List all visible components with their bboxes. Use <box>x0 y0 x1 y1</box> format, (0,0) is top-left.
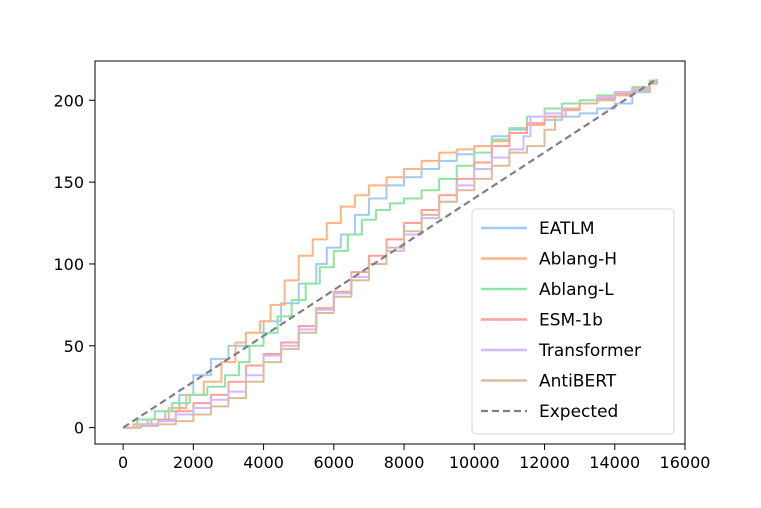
y-tick-label: 100 <box>53 255 84 274</box>
y-tick-label: 150 <box>53 173 84 192</box>
x-tick-label: 2000 <box>173 453 214 472</box>
series-layer <box>122 78 658 429</box>
legend-label: ESM-1b <box>539 311 603 331</box>
series-line-2 <box>123 79 658 429</box>
x-tick-label: 0 <box>118 453 128 472</box>
x-tick-label: 14000 <box>589 453 640 472</box>
plot-frame <box>94 60 686 445</box>
x-tick-label: 8000 <box>384 453 425 472</box>
legend-label: Ablang-L <box>539 280 614 300</box>
series-line-0 <box>123 79 658 429</box>
y-axis: 0 50 100 150 200 <box>53 91 95 438</box>
y-tick-label: 0 <box>74 419 84 438</box>
x-tick-label: 10000 <box>449 453 500 472</box>
legend: EATLM Ablang-H Ablang-L ESM-1b Transformer An… <box>471 208 675 435</box>
series-line-6 <box>122 78 658 429</box>
legend-label: AntiBERT <box>539 372 617 392</box>
x-tick-label: 16000 <box>660 453 711 472</box>
legend-label: EATLM <box>539 219 595 239</box>
y-tick-label: 200 <box>53 91 84 110</box>
x-tick-label: 4000 <box>243 453 284 472</box>
legend-box <box>471 208 675 435</box>
x-tick-label: 6000 <box>313 453 354 472</box>
y-tick-label: 50 <box>64 337 84 356</box>
x-axis: 0 2000 4000 6000 8000 10000 12000 14000 16000 <box>118 444 710 472</box>
legend-label: Transformer <box>538 341 641 361</box>
series-line-5 <box>123 79 658 429</box>
x-tick-label: 12000 <box>519 453 570 472</box>
legend-label: Expected <box>539 402 618 422</box>
legend-label: Ablang-H <box>539 250 617 270</box>
